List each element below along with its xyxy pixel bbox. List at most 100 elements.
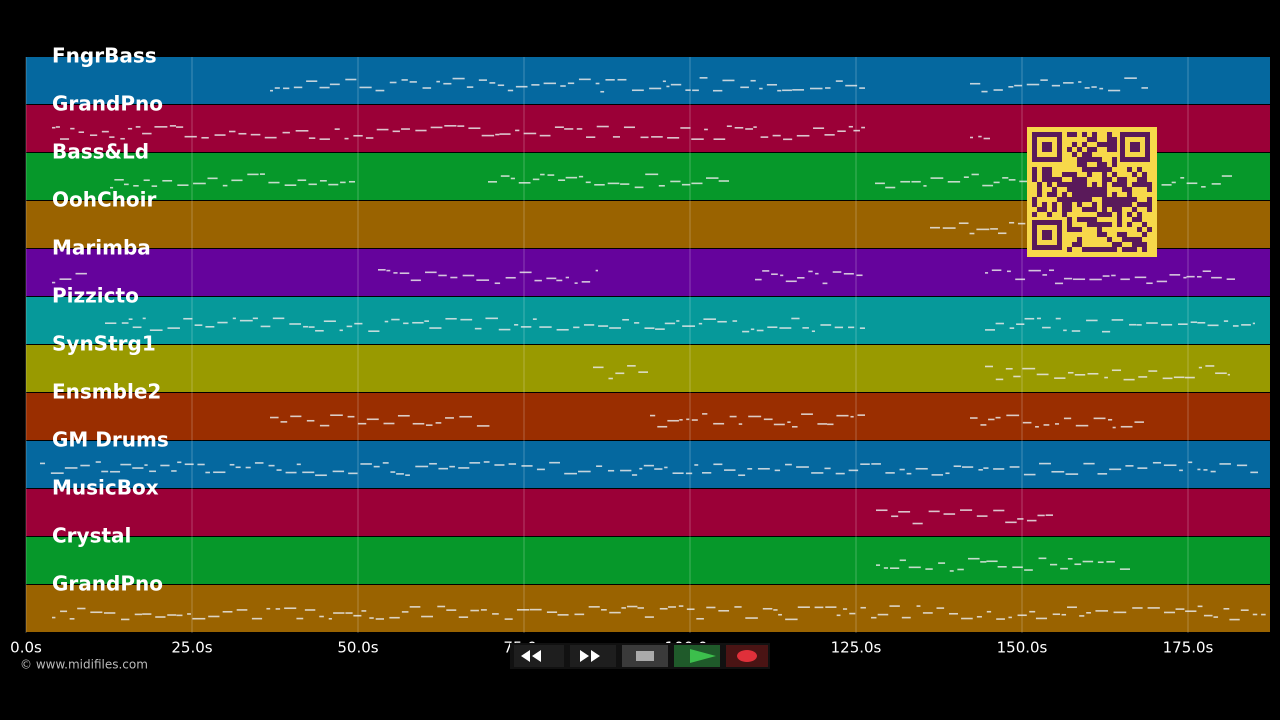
note	[1203, 469, 1208, 471]
note	[229, 463, 235, 466]
note	[531, 84, 540, 86]
note	[222, 610, 233, 613]
note	[143, 179, 150, 182]
note	[573, 326, 580, 329]
note	[718, 609, 730, 612]
qr-module	[1132, 197, 1137, 202]
note	[1028, 269, 1041, 272]
note	[1093, 417, 1106, 420]
note	[1087, 372, 1099, 375]
note	[332, 470, 345, 473]
note	[69, 618, 75, 620]
note	[594, 183, 605, 186]
qr-module	[1102, 177, 1107, 182]
note	[871, 616, 877, 619]
note	[785, 280, 797, 283]
note	[885, 472, 895, 474]
note	[1042, 274, 1048, 276]
qr-module	[1092, 132, 1097, 137]
note	[245, 466, 251, 469]
note	[609, 327, 621, 329]
note	[494, 464, 505, 466]
note	[251, 617, 263, 620]
note	[845, 84, 858, 87]
qr-module	[1132, 242, 1137, 247]
note	[1198, 366, 1203, 369]
note	[391, 318, 400, 321]
note	[814, 606, 824, 609]
note	[578, 470, 591, 473]
qr-module	[1117, 202, 1122, 207]
note	[621, 607, 626, 609]
note	[333, 612, 345, 614]
play-button[interactable]	[674, 645, 720, 667]
qr-module	[1112, 192, 1117, 197]
note	[1196, 275, 1202, 278]
note	[425, 424, 433, 426]
note	[1074, 563, 1082, 566]
note	[757, 467, 770, 470]
note	[1125, 465, 1134, 467]
note	[1177, 323, 1188, 325]
note	[1180, 177, 1185, 179]
note	[480, 609, 487, 611]
note	[1104, 376, 1108, 379]
note	[521, 465, 533, 467]
note	[546, 611, 558, 613]
note	[1045, 514, 1053, 516]
note	[250, 133, 261, 136]
rewind-button[interactable]	[514, 645, 564, 667]
note	[729, 415, 737, 418]
note	[1036, 373, 1049, 376]
note	[1169, 274, 1181, 276]
note	[1111, 369, 1122, 372]
qr-module	[1057, 182, 1062, 187]
track-row	[26, 345, 1270, 392]
note	[361, 610, 367, 612]
note	[622, 318, 629, 321]
track-label: SynStrg1	[52, 332, 156, 356]
qr-module	[1107, 177, 1112, 182]
note	[692, 89, 699, 92]
note	[1210, 470, 1216, 473]
note	[685, 472, 693, 475]
note	[901, 616, 911, 619]
note	[1054, 423, 1060, 425]
note	[1071, 330, 1081, 332]
note	[1026, 83, 1040, 86]
note	[520, 326, 532, 328]
note	[961, 617, 973, 620]
note	[284, 607, 297, 610]
qr-module	[1147, 227, 1152, 232]
qr-module	[1127, 212, 1132, 217]
note	[796, 466, 809, 468]
note	[497, 84, 505, 87]
note	[1138, 376, 1148, 378]
note	[738, 423, 743, 425]
note	[953, 465, 962, 468]
record-button[interactable]	[726, 645, 768, 667]
qr-module	[1132, 207, 1137, 212]
note	[1074, 373, 1086, 376]
qr-module	[1107, 247, 1112, 252]
note	[1173, 376, 1185, 379]
qr-module	[1037, 207, 1042, 212]
note	[375, 618, 384, 620]
qr-module	[1062, 197, 1067, 202]
qr-module	[1077, 202, 1082, 207]
qr-module	[1067, 207, 1072, 212]
stop-button[interactable]	[622, 645, 668, 667]
note	[860, 606, 866, 609]
fast-forward-button[interactable]	[570, 645, 616, 667]
note	[1156, 280, 1168, 283]
note	[1035, 617, 1048, 620]
note	[315, 474, 327, 477]
note	[1162, 377, 1173, 380]
qr-module	[1142, 222, 1147, 227]
note	[848, 326, 855, 329]
note	[346, 325, 353, 328]
note	[401, 128, 410, 130]
note	[1022, 421, 1032, 424]
note	[996, 618, 1005, 620]
note	[77, 607, 86, 610]
